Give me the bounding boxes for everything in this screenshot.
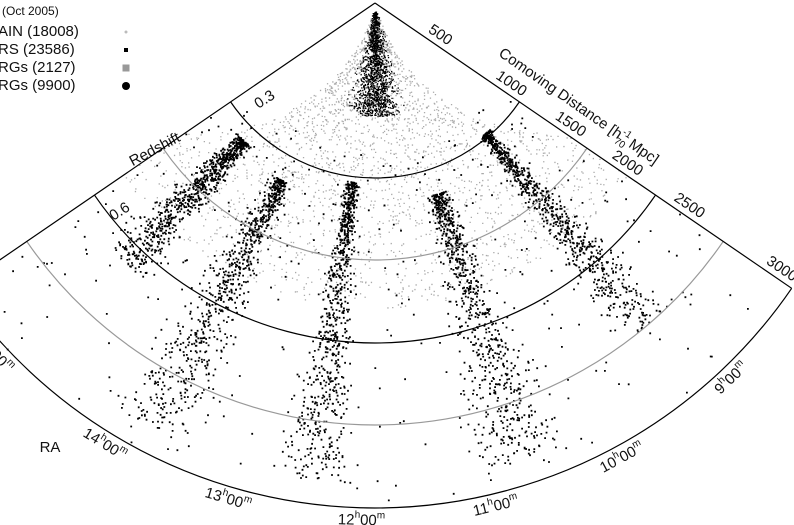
ra-hour: 13 [203, 484, 224, 505]
ra-hour: 14 [80, 425, 103, 448]
ra-minute: 00 [0, 346, 11, 370]
ra-hour-unit: h [716, 374, 728, 386]
ra-tick: 14h00m [80, 423, 130, 464]
ra-minute: 00 [360, 512, 377, 525]
legend-entry: RGs (2127) [0, 59, 76, 76]
legend-marker [122, 64, 130, 72]
distance-tick: 2500 [671, 189, 708, 222]
ra-hour: 11 [471, 500, 490, 520]
ra-minute-unit: m [243, 493, 254, 506]
ra-hour-unit: h [221, 487, 229, 499]
ra-hour-unit: h [486, 496, 494, 508]
ra-hour-unit: h [354, 509, 360, 520]
legend-marker [122, 82, 130, 90]
redshift-arc [93, 194, 657, 344]
ra-tick: 10h00m [596, 437, 647, 477]
legend-marker [124, 48, 128, 52]
ra-minute: 00 [99, 436, 122, 459]
ra-minute: 00 [617, 443, 640, 466]
redshift-arc [230, 101, 520, 179]
ra-tick: 13h00m [203, 482, 254, 514]
redshift-arc [0, 287, 793, 509]
ra-tick: 11h00m [471, 490, 520, 520]
legend-entry: RS (23586) [0, 41, 75, 58]
ra-minute: 00 [224, 491, 245, 512]
ra-label: RA [40, 439, 61, 456]
redshift-tick: 0.3 [251, 87, 278, 113]
legend-marker [124, 30, 128, 34]
ra-hour: 12 [338, 511, 355, 525]
distance-tick: 500 [425, 21, 455, 49]
distance-label: Comoving Distance [h-170Mpc] [493, 43, 663, 172]
legend-title: (Oct 2005) [2, 4, 59, 18]
ra-tick: 12h00m [338, 509, 386, 525]
wedge-edge [0, 2, 376, 261]
legend-entry: RGs (9900) [0, 77, 76, 94]
ra-minute-unit: m [377, 510, 386, 521]
distance-tick: 3000 [763, 253, 794, 286]
wedge-edge [374, 2, 793, 289]
ra-minute: 00 [492, 494, 512, 514]
ra-hour-unit: h [611, 449, 621, 461]
ra-hour: 10 [597, 454, 620, 477]
redshift-arc [26, 241, 724, 426]
black-galaxies [3, 11, 749, 502]
redshift-arc [162, 147, 588, 261]
ra-minute-unit: m [508, 490, 519, 503]
ra-tick: 9h00m [710, 357, 752, 398]
redshift-tick: 0.6 [106, 199, 133, 225]
legend-entry: AIN (18008) [0, 23, 79, 40]
ra-hour-unit: h [99, 431, 109, 443]
